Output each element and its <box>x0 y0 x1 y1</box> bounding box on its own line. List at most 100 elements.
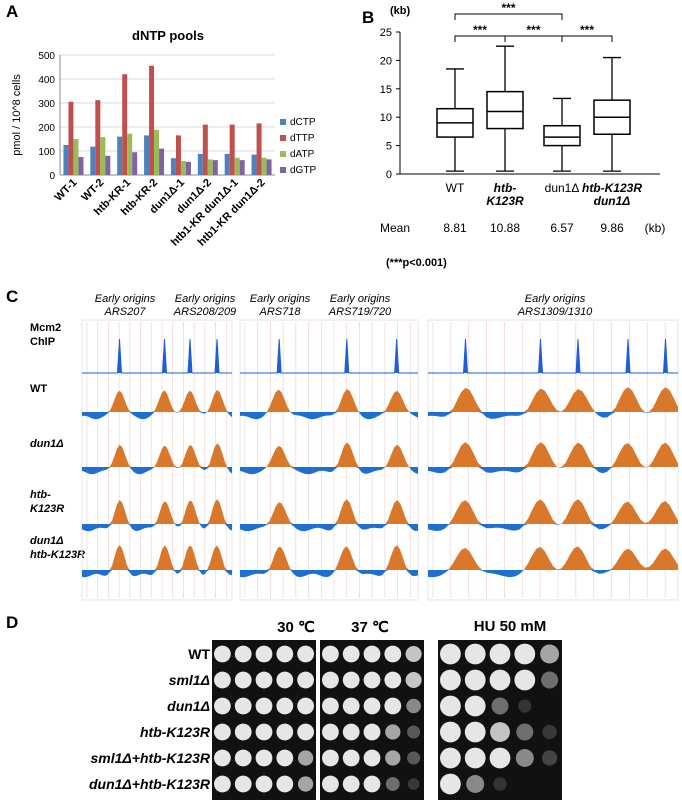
yeast-spot <box>255 697 273 715</box>
replication-signal-positive <box>82 390 232 412</box>
condition-label-hu: HU 50 mM <box>473 618 547 635</box>
mean-row-label: Mean <box>380 221 410 235</box>
yeast-spot <box>384 671 402 689</box>
replication-signal-positive <box>240 545 418 570</box>
yeast-spot <box>490 722 510 742</box>
origin-name: ARS718 <box>259 306 302 318</box>
yeast-spot <box>489 669 511 691</box>
replication-signal-negative <box>82 524 232 532</box>
track-label: htb- <box>30 489 51 501</box>
yeast-spot <box>466 775 485 793</box>
bar-dGTP <box>266 159 272 175</box>
replication-signal-positive <box>240 499 418 524</box>
legend-label: dTTP <box>290 133 315 144</box>
yeast-spot <box>363 723 381 741</box>
yeast-spot <box>440 643 461 665</box>
significance-label: *** <box>473 23 487 37</box>
yeast-spot <box>385 750 401 766</box>
replication-signal-negative <box>240 467 418 475</box>
yeast-spot <box>255 775 273 793</box>
replication-signal-positive <box>428 499 678 524</box>
origin-title: Early origins <box>250 293 311 305</box>
bar-dTTP <box>256 123 262 175</box>
legend-label: dCTP <box>290 117 316 128</box>
yeast-spot <box>407 778 420 790</box>
box <box>543 124 581 147</box>
replication-signal-positive <box>428 387 678 412</box>
yeast-spot <box>385 777 400 791</box>
yeast-spot <box>363 671 381 689</box>
y-tick-label: 500 <box>38 51 55 62</box>
x-tick-label: dun1Δ <box>594 194 631 208</box>
y-tick-label: 5 <box>386 141 392 153</box>
legend-label: dGTP <box>290 165 316 176</box>
legend-swatch <box>280 119 286 125</box>
yeast-spot <box>464 643 486 665</box>
significance-label: *** <box>501 1 515 15</box>
yeast-spot <box>342 645 360 663</box>
yeast-spot <box>342 749 360 767</box>
y-tick-label: 25 <box>380 27 392 39</box>
bar-dGTP <box>132 152 138 175</box>
yeast-spot <box>440 721 461 743</box>
yeast-spot <box>322 697 339 715</box>
condition-label-30c: 30 ℃ <box>277 619 315 636</box>
bar-dATP <box>100 137 106 175</box>
x-tick-label: K123R <box>486 194 524 208</box>
origin-name: ARS207 <box>104 306 147 318</box>
chart-title: dNTP pools <box>132 28 204 43</box>
yeast-spot <box>440 695 461 717</box>
mean-value: 9.86 <box>600 221 624 235</box>
mean-value: 10.88 <box>490 221 520 235</box>
panel-letter-b: B <box>362 8 375 27</box>
strain-label-htb: htb-K123R <box>139 724 210 740</box>
panel-letter-d: D <box>6 613 19 632</box>
yeast-spot <box>542 724 557 740</box>
bar-dCTP <box>197 153 203 175</box>
track-label: htb-K123R <box>30 549 85 561</box>
y-axis-label: pmol / 10^8 cells <box>11 74 23 156</box>
y-tick-label: 0 <box>386 169 392 181</box>
bar-dGTP <box>105 155 111 175</box>
yeast-spot <box>276 775 294 793</box>
yeast-spot <box>342 697 360 715</box>
yeast-spot <box>491 697 509 715</box>
yeast-spot <box>342 671 360 689</box>
origin-name: ARS719/720 <box>328 306 392 318</box>
x-tick-label: htb-K123R <box>582 181 642 195</box>
bar-dTTP <box>122 74 128 175</box>
yeast-spot <box>276 749 294 767</box>
yeast-spot <box>234 749 252 767</box>
yeast-spot <box>234 697 252 715</box>
yeast-spot <box>322 723 339 741</box>
yeast-spot <box>297 697 314 715</box>
strain-labels: WT sml1Δ dun1Δ htb-K123R sml1Δ+htb-K123R… <box>0 642 210 802</box>
yeast-spot <box>255 645 273 663</box>
yeast-spot <box>440 669 461 691</box>
yeast-spot <box>489 643 511 665</box>
strain-label-dun1: dun1Δ <box>167 698 210 714</box>
agar-plate <box>320 640 424 800</box>
spot-assay-figure: 30 ℃ 37 ℃ HU 50 mM WT sml1Δ dun1Δ htb-K1… <box>0 612 682 800</box>
y-tick-label: 400 <box>38 75 55 86</box>
replication-signal-negative <box>82 570 232 578</box>
bar-dTTP <box>229 124 235 175</box>
bar-dTTP <box>202 124 208 175</box>
replication-signal-negative <box>428 467 678 474</box>
bar-dCTP <box>117 136 123 175</box>
yeast-spot <box>234 671 252 689</box>
track-label: dun1Δ <box>30 535 64 547</box>
strain-label-dun1-htb: dun1Δ+htb-K123R <box>88 776 210 792</box>
yeast-spot <box>514 643 536 665</box>
yeast-spot <box>405 671 422 689</box>
yeast-spot <box>540 644 560 664</box>
y-tick-label: 10 <box>380 112 392 124</box>
bar-dTTP <box>149 65 155 175</box>
yeast-spot <box>214 723 231 741</box>
yeast-spot <box>297 750 314 766</box>
agar-plate <box>212 640 316 800</box>
replication-signal-positive <box>428 442 678 467</box>
yeast-spot <box>385 724 401 740</box>
y-tick-label: 100 <box>38 147 55 158</box>
bar-dCTP <box>170 158 176 175</box>
